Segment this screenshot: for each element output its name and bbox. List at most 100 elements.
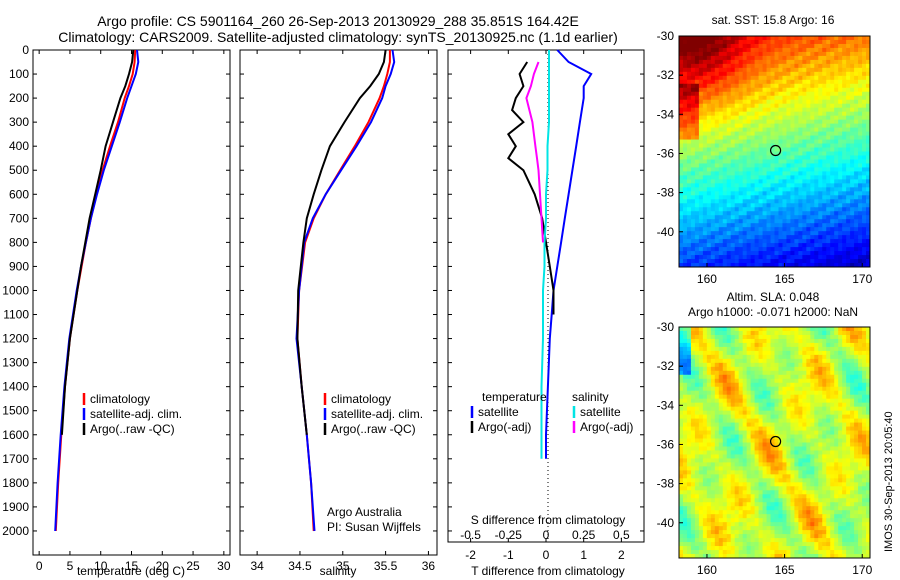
map-cell	[818, 63, 823, 69]
map-cell	[750, 358, 756, 364]
map-cell	[798, 462, 803, 467]
map-cell	[858, 111, 863, 117]
map-cell	[754, 211, 760, 216]
map-cell	[858, 478, 863, 483]
map-cell	[862, 123, 867, 129]
map-cell	[838, 438, 843, 444]
map-cell	[814, 478, 819, 483]
map-cell	[866, 223, 870, 228]
map-cell	[834, 223, 839, 228]
map-cell	[798, 51, 803, 57]
map-cell	[818, 36, 823, 41]
map-cell	[714, 39, 720, 45]
map-cell	[818, 75, 823, 81]
map-cell	[818, 227, 823, 232]
map-cell	[766, 155, 772, 161]
map-cell	[742, 466, 748, 471]
map-cell	[774, 155, 780, 161]
map-cell	[810, 75, 815, 81]
map-cell	[794, 187, 799, 192]
map-cell	[846, 378, 851, 384]
map-cell	[730, 434, 736, 440]
map-cell	[778, 430, 784, 436]
map-cell	[826, 71, 831, 77]
map-cell	[846, 430, 851, 436]
map-cell	[818, 354, 823, 360]
map-cell	[826, 338, 831, 344]
map-cell	[750, 382, 756, 388]
map-cell	[734, 223, 740, 228]
map-cell	[858, 167, 863, 173]
map-cell	[690, 259, 696, 264]
map-cell	[710, 43, 716, 49]
map-cell	[866, 163, 870, 169]
map-cell	[702, 103, 708, 109]
map-cell	[830, 115, 835, 121]
map-cell	[826, 430, 831, 436]
map-cell	[682, 43, 688, 49]
map-cell	[810, 434, 815, 440]
map-cell	[746, 215, 752, 220]
map-cell	[798, 203, 803, 208]
map-cell	[794, 430, 799, 436]
map-cell	[702, 466, 708, 471]
map-cell	[679, 219, 684, 224]
map-cell	[778, 338, 784, 344]
map-cell	[862, 91, 867, 97]
map-cell	[726, 199, 732, 204]
map-cell	[690, 91, 696, 97]
map-cell	[778, 478, 784, 483]
map-cell	[802, 39, 807, 45]
map-cell	[698, 247, 704, 252]
map-cell	[746, 330, 752, 336]
x-tick-label: 1	[580, 548, 587, 562]
map-cell	[838, 342, 843, 348]
map-cell	[866, 123, 870, 129]
map-cell	[834, 334, 839, 340]
map-cell	[830, 79, 835, 85]
map-cell	[830, 382, 835, 388]
map-cell	[814, 179, 819, 184]
map-cell	[866, 446, 870, 452]
map-cell	[782, 211, 788, 216]
map-cell	[782, 79, 788, 85]
map-cell	[770, 382, 776, 388]
map-cell	[734, 195, 740, 200]
map-cell	[842, 338, 847, 344]
map-cell	[750, 474, 756, 479]
map-cell	[694, 370, 700, 376]
map-cell	[694, 259, 700, 264]
map-cell	[770, 63, 776, 69]
map-cell	[842, 119, 847, 125]
map-cell	[818, 346, 823, 352]
map-cell	[866, 119, 870, 125]
map-cell	[718, 255, 724, 260]
map-cell	[794, 231, 799, 236]
sla-map-panel: Altim. SLA: 0.048 Argo h1000: -0.071 h20…	[657, 290, 873, 577]
map-cell	[810, 67, 815, 73]
map-cell	[838, 115, 843, 121]
map-cell	[774, 131, 780, 137]
map-cell	[858, 151, 863, 157]
map-cell	[790, 263, 795, 267]
map-cell	[738, 243, 744, 248]
map-cell	[726, 203, 732, 208]
map-cell	[850, 410, 855, 416]
map-cell	[758, 330, 764, 336]
map-cell	[702, 203, 708, 208]
map-cell	[762, 199, 768, 204]
map-cell	[750, 36, 756, 41]
map-cell	[758, 135, 764, 141]
map-cell	[818, 39, 823, 45]
map-cell	[818, 251, 823, 256]
map-cell	[862, 231, 867, 236]
map-cell	[702, 386, 708, 392]
map-cell	[854, 147, 859, 153]
map-cell	[754, 458, 760, 464]
map-cell	[754, 55, 760, 61]
map-cell	[798, 474, 803, 479]
map-cell	[770, 462, 776, 467]
map-cell	[722, 450, 728, 456]
map-cell	[862, 426, 867, 432]
map-cell	[746, 43, 752, 49]
